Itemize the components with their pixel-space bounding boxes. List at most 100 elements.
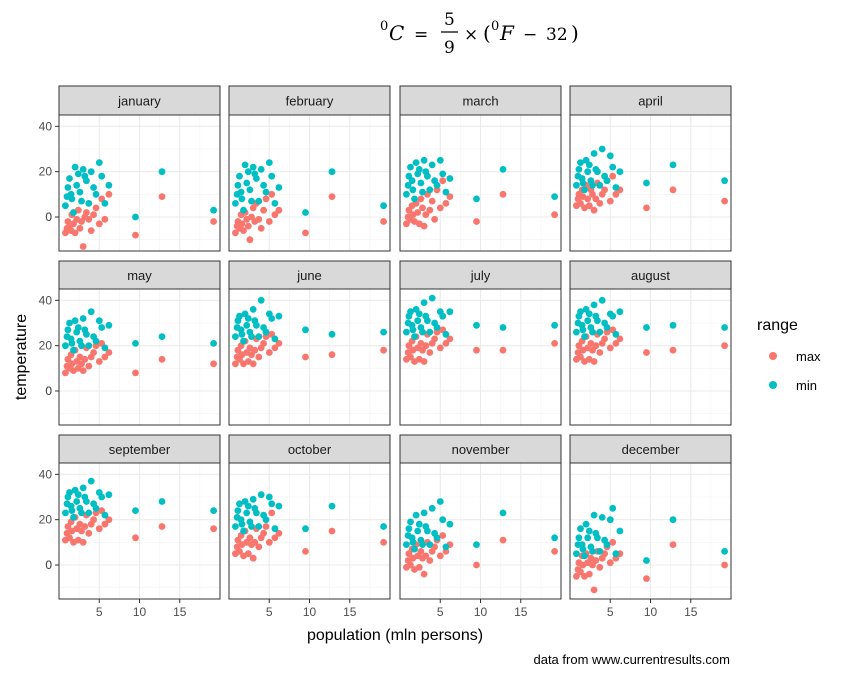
data-point-min xyxy=(616,527,624,535)
data-point-max xyxy=(596,349,604,356)
facet-strip-label: april xyxy=(638,94,663,109)
data-point-min xyxy=(85,200,93,207)
data-point-min xyxy=(446,520,454,528)
data-point-min xyxy=(232,523,239,530)
data-point-min xyxy=(255,197,263,205)
data-point-min xyxy=(236,500,243,508)
data-point-min xyxy=(426,328,434,336)
data-point-min xyxy=(132,213,139,221)
data-point-min xyxy=(499,166,507,173)
data-point-max xyxy=(132,231,139,239)
data-point-min xyxy=(87,308,95,316)
x-tick-label: 10 xyxy=(303,605,317,619)
data-point-min xyxy=(328,502,336,510)
data-point-max xyxy=(210,218,218,225)
data-point-max xyxy=(328,351,336,359)
data-point-max xyxy=(439,532,447,539)
data-point-max xyxy=(551,340,558,347)
data-point-min xyxy=(248,197,255,205)
data-point-max xyxy=(417,548,425,555)
data-point-min xyxy=(412,511,420,519)
data-point-min xyxy=(240,206,247,214)
data-point-min xyxy=(643,557,650,564)
x-tick-label: 10 xyxy=(474,605,488,619)
x-tick-label: 15 xyxy=(514,605,528,619)
y-tick-label: 40 xyxy=(39,119,53,133)
data-point-min xyxy=(428,294,436,302)
data-point-min xyxy=(66,175,73,182)
data-point-max xyxy=(573,572,580,580)
data-point-max xyxy=(584,195,592,203)
data-point-max xyxy=(95,525,103,533)
data-point-min xyxy=(428,504,436,512)
data-point-max xyxy=(499,536,507,544)
data-point-min xyxy=(581,333,588,340)
data-point-min xyxy=(249,495,257,503)
x-tick-label: 10 xyxy=(644,605,658,619)
data-point-max xyxy=(446,193,454,201)
data-point-min xyxy=(606,152,614,160)
data-point-max xyxy=(407,353,414,361)
data-point-max xyxy=(585,570,593,578)
data-point-min xyxy=(582,520,590,528)
data-point-min xyxy=(419,541,426,548)
data-point-max xyxy=(422,342,430,350)
data-point-max xyxy=(442,200,450,207)
data-point-min xyxy=(612,550,620,558)
data-point-min xyxy=(243,179,251,187)
data-point-min xyxy=(585,161,593,169)
data-point-min xyxy=(403,190,410,198)
data-point-max xyxy=(612,340,620,347)
data-point-min xyxy=(74,324,82,331)
legend-key-min xyxy=(769,381,777,389)
title-times: × xyxy=(464,25,478,45)
data-point-min xyxy=(414,527,422,535)
data-point-min xyxy=(551,534,558,542)
y-tick-label: 20 xyxy=(39,339,53,353)
data-point-min xyxy=(78,342,85,350)
facet-strip-december xyxy=(569,434,732,464)
title-lhs-superscript: 0 xyxy=(380,19,388,34)
legend-label-min: min xyxy=(796,378,817,393)
data-point-max xyxy=(577,353,584,361)
data-point-min xyxy=(721,548,728,555)
data-point-min xyxy=(424,317,431,325)
title-denominator: 9 xyxy=(444,38,455,58)
facet-panel-border xyxy=(228,288,391,426)
data-point-max xyxy=(431,335,438,343)
data-point-min xyxy=(232,200,239,207)
data-point-min xyxy=(596,181,604,189)
data-point-min xyxy=(158,333,166,340)
data-point-max xyxy=(255,215,263,223)
facet-panel-border xyxy=(399,288,562,426)
data-point-min xyxy=(594,534,601,542)
data-point-min xyxy=(603,541,611,548)
data-point-max xyxy=(232,360,239,368)
data-point-min xyxy=(473,321,480,329)
data-point-min xyxy=(420,509,428,517)
data-point-max xyxy=(592,557,600,564)
data-point-max xyxy=(246,534,254,542)
data-point-max xyxy=(473,218,480,225)
data-point-max xyxy=(436,552,444,560)
data-point-max xyxy=(414,209,422,216)
data-point-min xyxy=(238,330,246,338)
data-point-min xyxy=(380,523,387,530)
data-point-max xyxy=(246,236,254,244)
data-point-min xyxy=(616,168,624,176)
data-point-max xyxy=(232,229,239,237)
x-tick-label: 15 xyxy=(684,605,698,619)
data-point-max xyxy=(420,570,428,578)
data-point-min xyxy=(551,321,558,329)
data-point-max xyxy=(609,538,617,546)
data-point-min xyxy=(590,150,598,157)
data-point-min xyxy=(403,328,410,336)
data-point-max xyxy=(260,340,267,347)
data-point-max xyxy=(275,340,283,347)
data-point-min xyxy=(265,493,273,501)
facet-strip-february xyxy=(228,85,391,116)
data-point-max xyxy=(428,197,436,205)
title-numerator: 5 xyxy=(444,10,455,30)
facet-strip-label: june xyxy=(296,268,322,283)
